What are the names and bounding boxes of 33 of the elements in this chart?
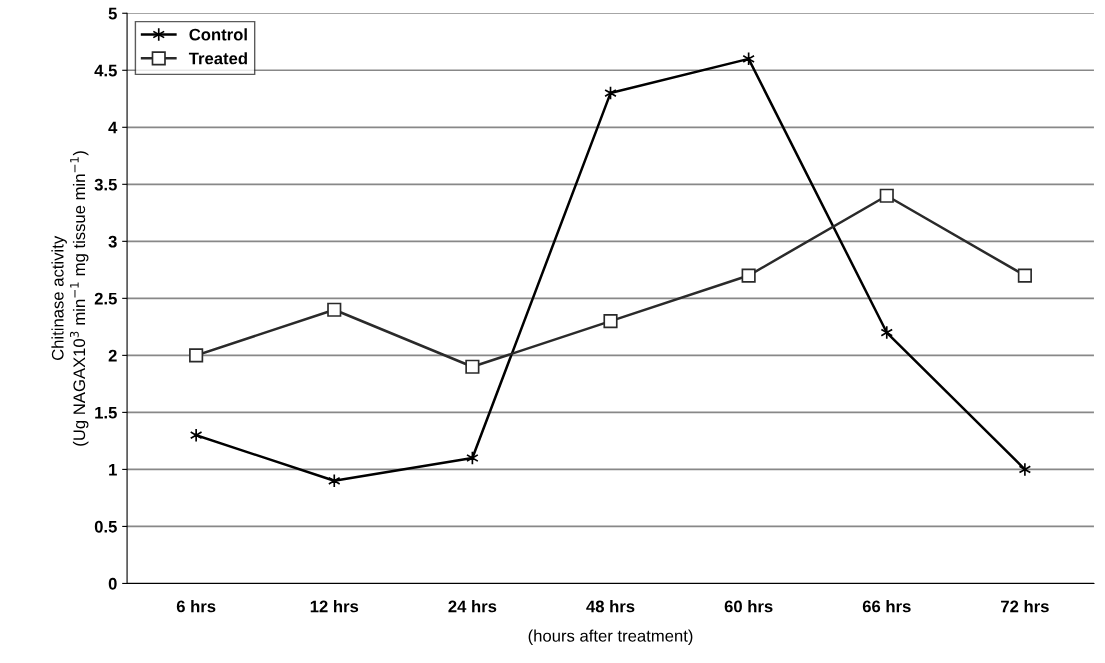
x-tick-label: 72 hrs [1001,600,1049,613]
point [1017,268,1032,283]
point [1018,462,1032,477]
x-tick-label: 24 hrs [448,600,497,613]
point [328,473,341,488]
point [189,348,204,363]
point [327,302,342,317]
y-tick-label: 4.5 [94,64,117,77]
point [880,325,894,340]
legend-label: Control [189,28,247,41]
x-tick-label: 60 hrs [724,600,773,613]
point [879,188,894,203]
y-tick-label: 5 [108,7,117,20]
x-tick-label: 6 hrs [176,600,216,613]
y-axis-title: Chitinase activity (Ug NAGAX10$^{3}$ min$^{−1}$ mg tissue min$^{−1}$) [51,151,89,446]
y-tick-label: 4 [108,121,118,134]
y-tick-label: 1.5 [95,406,117,419]
point [741,268,756,283]
x-tick-label: 66 hrs [862,600,911,613]
point [603,314,618,329]
y-tick-label: 2 [108,349,117,362]
legend-label: Treated [188,52,247,65]
x-tick-label: 48 hrs [586,600,635,613]
point [189,428,203,443]
y-tick-label: 3 [108,235,117,248]
y-tick-label: 0 [108,577,117,590]
x-axis-title: (hours after treatment) [528,629,693,646]
y-tick-label: 0.5 [94,520,117,533]
y-tick-label: 2.5 [94,292,117,305]
x-tick-label: 12 hrs [310,600,359,613]
y-tick-label: 1 [109,463,117,476]
point [465,359,480,374]
y-tick-label: 3.5 [94,178,117,191]
